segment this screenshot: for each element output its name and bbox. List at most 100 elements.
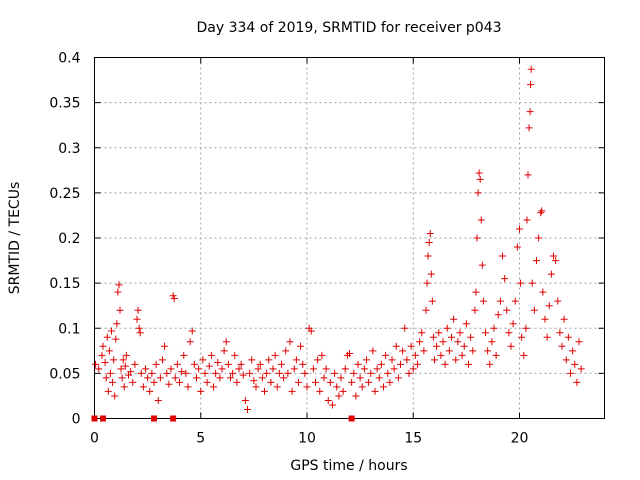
data-point [299, 360, 307, 368]
data-point [371, 387, 379, 395]
data-point [110, 356, 118, 364]
data-point [403, 356, 411, 364]
data-point [118, 374, 126, 382]
data-point [416, 338, 424, 346]
data-point [503, 306, 511, 314]
data-point [443, 324, 451, 332]
grid [94, 57, 605, 419]
data-point [423, 279, 431, 287]
y-tick-label: 0.4 [58, 51, 80, 67]
x-tick-label: 15 [404, 431, 422, 447]
data-point [535, 234, 543, 242]
data-point [567, 369, 574, 377]
data-point [445, 347, 453, 355]
data-point [469, 347, 477, 355]
data-point [220, 347, 228, 355]
data-point [190, 360, 198, 368]
data-point [448, 333, 455, 341]
data-point [171, 374, 179, 382]
data-point [271, 351, 279, 359]
data-point [329, 401, 336, 409]
data-point [216, 374, 224, 382]
data-point [278, 360, 285, 368]
data-point [428, 297, 436, 305]
data-point [346, 350, 353, 358]
data-point [152, 360, 160, 368]
data-point [312, 378, 319, 386]
data-point [105, 347, 113, 355]
x-tick-label: 5 [196, 431, 205, 447]
data-point [477, 216, 485, 224]
data-point [486, 360, 494, 368]
data-point [384, 369, 392, 377]
data-point [178, 368, 186, 376]
data-point [103, 333, 111, 341]
data-point [518, 333, 526, 341]
y-axis-label: SRMTID / TECUs [7, 182, 23, 295]
data-point [314, 356, 322, 364]
data-point [326, 378, 334, 386]
data-point [484, 347, 492, 355]
data-point [533, 257, 540, 265]
data-point [527, 65, 535, 73]
x-tick-label: 20 [511, 431, 529, 447]
data-point [227, 374, 234, 382]
data-point [543, 333, 551, 341]
data-point [222, 338, 230, 346]
data-point [265, 356, 273, 364]
data-point [511, 297, 519, 305]
zero-marker [348, 415, 355, 422]
data-point [207, 351, 215, 359]
data-point [150, 378, 158, 386]
data-point [256, 360, 264, 368]
data-point [377, 360, 385, 368]
data-point [472, 288, 480, 296]
data-point [137, 369, 145, 377]
data-point [286, 338, 294, 346]
data-point [394, 374, 402, 382]
data-point [246, 369, 254, 377]
data-point [127, 368, 135, 376]
data-point [507, 342, 515, 350]
data-point [322, 365, 330, 373]
data-point [494, 311, 502, 319]
data-point [452, 356, 460, 364]
data-point [530, 306, 538, 314]
data-point [399, 347, 407, 355]
data-point [562, 356, 570, 364]
data-point [501, 275, 509, 283]
data-point [193, 374, 200, 382]
data-point [188, 327, 196, 335]
data-point [473, 234, 481, 242]
data-point [526, 108, 534, 116]
data-point [119, 356, 127, 364]
data-point [363, 356, 370, 364]
data-point [333, 383, 341, 391]
data-point [450, 315, 458, 323]
data-point [284, 369, 292, 377]
data-point [335, 392, 343, 400]
data-point [331, 369, 339, 377]
data-point [558, 342, 566, 350]
data-point [263, 369, 271, 377]
data-point [267, 378, 275, 386]
data-point [513, 243, 521, 251]
data-point [131, 360, 139, 368]
data-point [426, 229, 434, 237]
data-point [109, 378, 117, 386]
data-point [218, 365, 226, 373]
data-point [474, 189, 482, 197]
data-point [324, 396, 332, 404]
data-point [205, 362, 213, 370]
data-point [248, 356, 256, 364]
data-point [144, 374, 152, 382]
data-point [560, 315, 568, 323]
data-point [258, 374, 266, 382]
data-point [478, 261, 486, 269]
data-point [407, 342, 415, 350]
data-point [388, 356, 396, 364]
data-point [112, 335, 120, 343]
data-point [320, 374, 328, 382]
data-point [386, 378, 394, 386]
data-point [425, 239, 433, 247]
